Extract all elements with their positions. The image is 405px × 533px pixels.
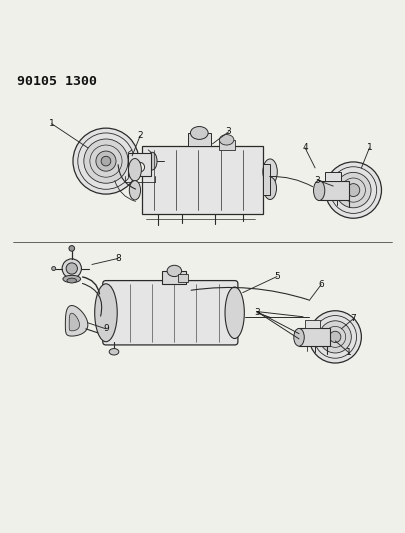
Text: 2: 2 xyxy=(137,131,143,140)
Circle shape xyxy=(62,259,81,278)
Ellipse shape xyxy=(128,158,141,181)
Circle shape xyxy=(73,128,139,194)
Text: 7: 7 xyxy=(350,314,356,324)
Circle shape xyxy=(96,151,116,171)
Ellipse shape xyxy=(190,126,208,140)
Text: 1: 1 xyxy=(346,349,352,358)
Circle shape xyxy=(66,263,77,274)
Text: 8: 8 xyxy=(115,254,121,263)
Circle shape xyxy=(347,184,360,197)
Circle shape xyxy=(69,246,75,251)
Ellipse shape xyxy=(225,287,244,338)
Text: 1: 1 xyxy=(367,143,372,152)
Bar xyxy=(188,133,211,146)
Text: 6: 6 xyxy=(318,280,324,289)
Text: 4: 4 xyxy=(302,143,308,152)
Bar xyxy=(128,152,151,176)
Ellipse shape xyxy=(63,276,81,282)
Bar xyxy=(219,140,234,150)
Bar xyxy=(299,328,330,346)
Ellipse shape xyxy=(264,177,277,199)
Circle shape xyxy=(330,331,341,343)
Ellipse shape xyxy=(220,134,234,145)
Bar xyxy=(162,271,186,284)
Bar xyxy=(319,181,349,200)
Text: 9: 9 xyxy=(103,325,109,333)
Circle shape xyxy=(319,321,351,353)
Ellipse shape xyxy=(294,328,304,346)
Circle shape xyxy=(336,172,371,208)
Ellipse shape xyxy=(109,349,119,355)
Ellipse shape xyxy=(67,278,77,283)
Circle shape xyxy=(309,311,361,363)
Ellipse shape xyxy=(147,152,157,170)
Text: 3: 3 xyxy=(314,175,320,184)
Polygon shape xyxy=(69,313,79,331)
Circle shape xyxy=(101,156,111,166)
Bar xyxy=(325,172,341,181)
Ellipse shape xyxy=(263,159,277,185)
Text: 3: 3 xyxy=(254,308,260,317)
FancyBboxPatch shape xyxy=(103,280,238,345)
Circle shape xyxy=(325,162,382,218)
Text: 90105 1300: 90105 1300 xyxy=(17,76,98,88)
Ellipse shape xyxy=(313,181,325,200)
Bar xyxy=(263,164,270,195)
Text: 3: 3 xyxy=(226,127,232,136)
Bar xyxy=(305,320,320,328)
Circle shape xyxy=(52,266,56,271)
Text: 1: 1 xyxy=(49,119,55,128)
Circle shape xyxy=(135,163,145,172)
Bar xyxy=(142,146,263,214)
Ellipse shape xyxy=(129,181,141,200)
Text: 5: 5 xyxy=(274,272,280,281)
Ellipse shape xyxy=(167,265,181,277)
Polygon shape xyxy=(65,305,88,336)
Bar xyxy=(178,274,188,282)
Circle shape xyxy=(84,139,128,183)
Ellipse shape xyxy=(95,284,117,342)
